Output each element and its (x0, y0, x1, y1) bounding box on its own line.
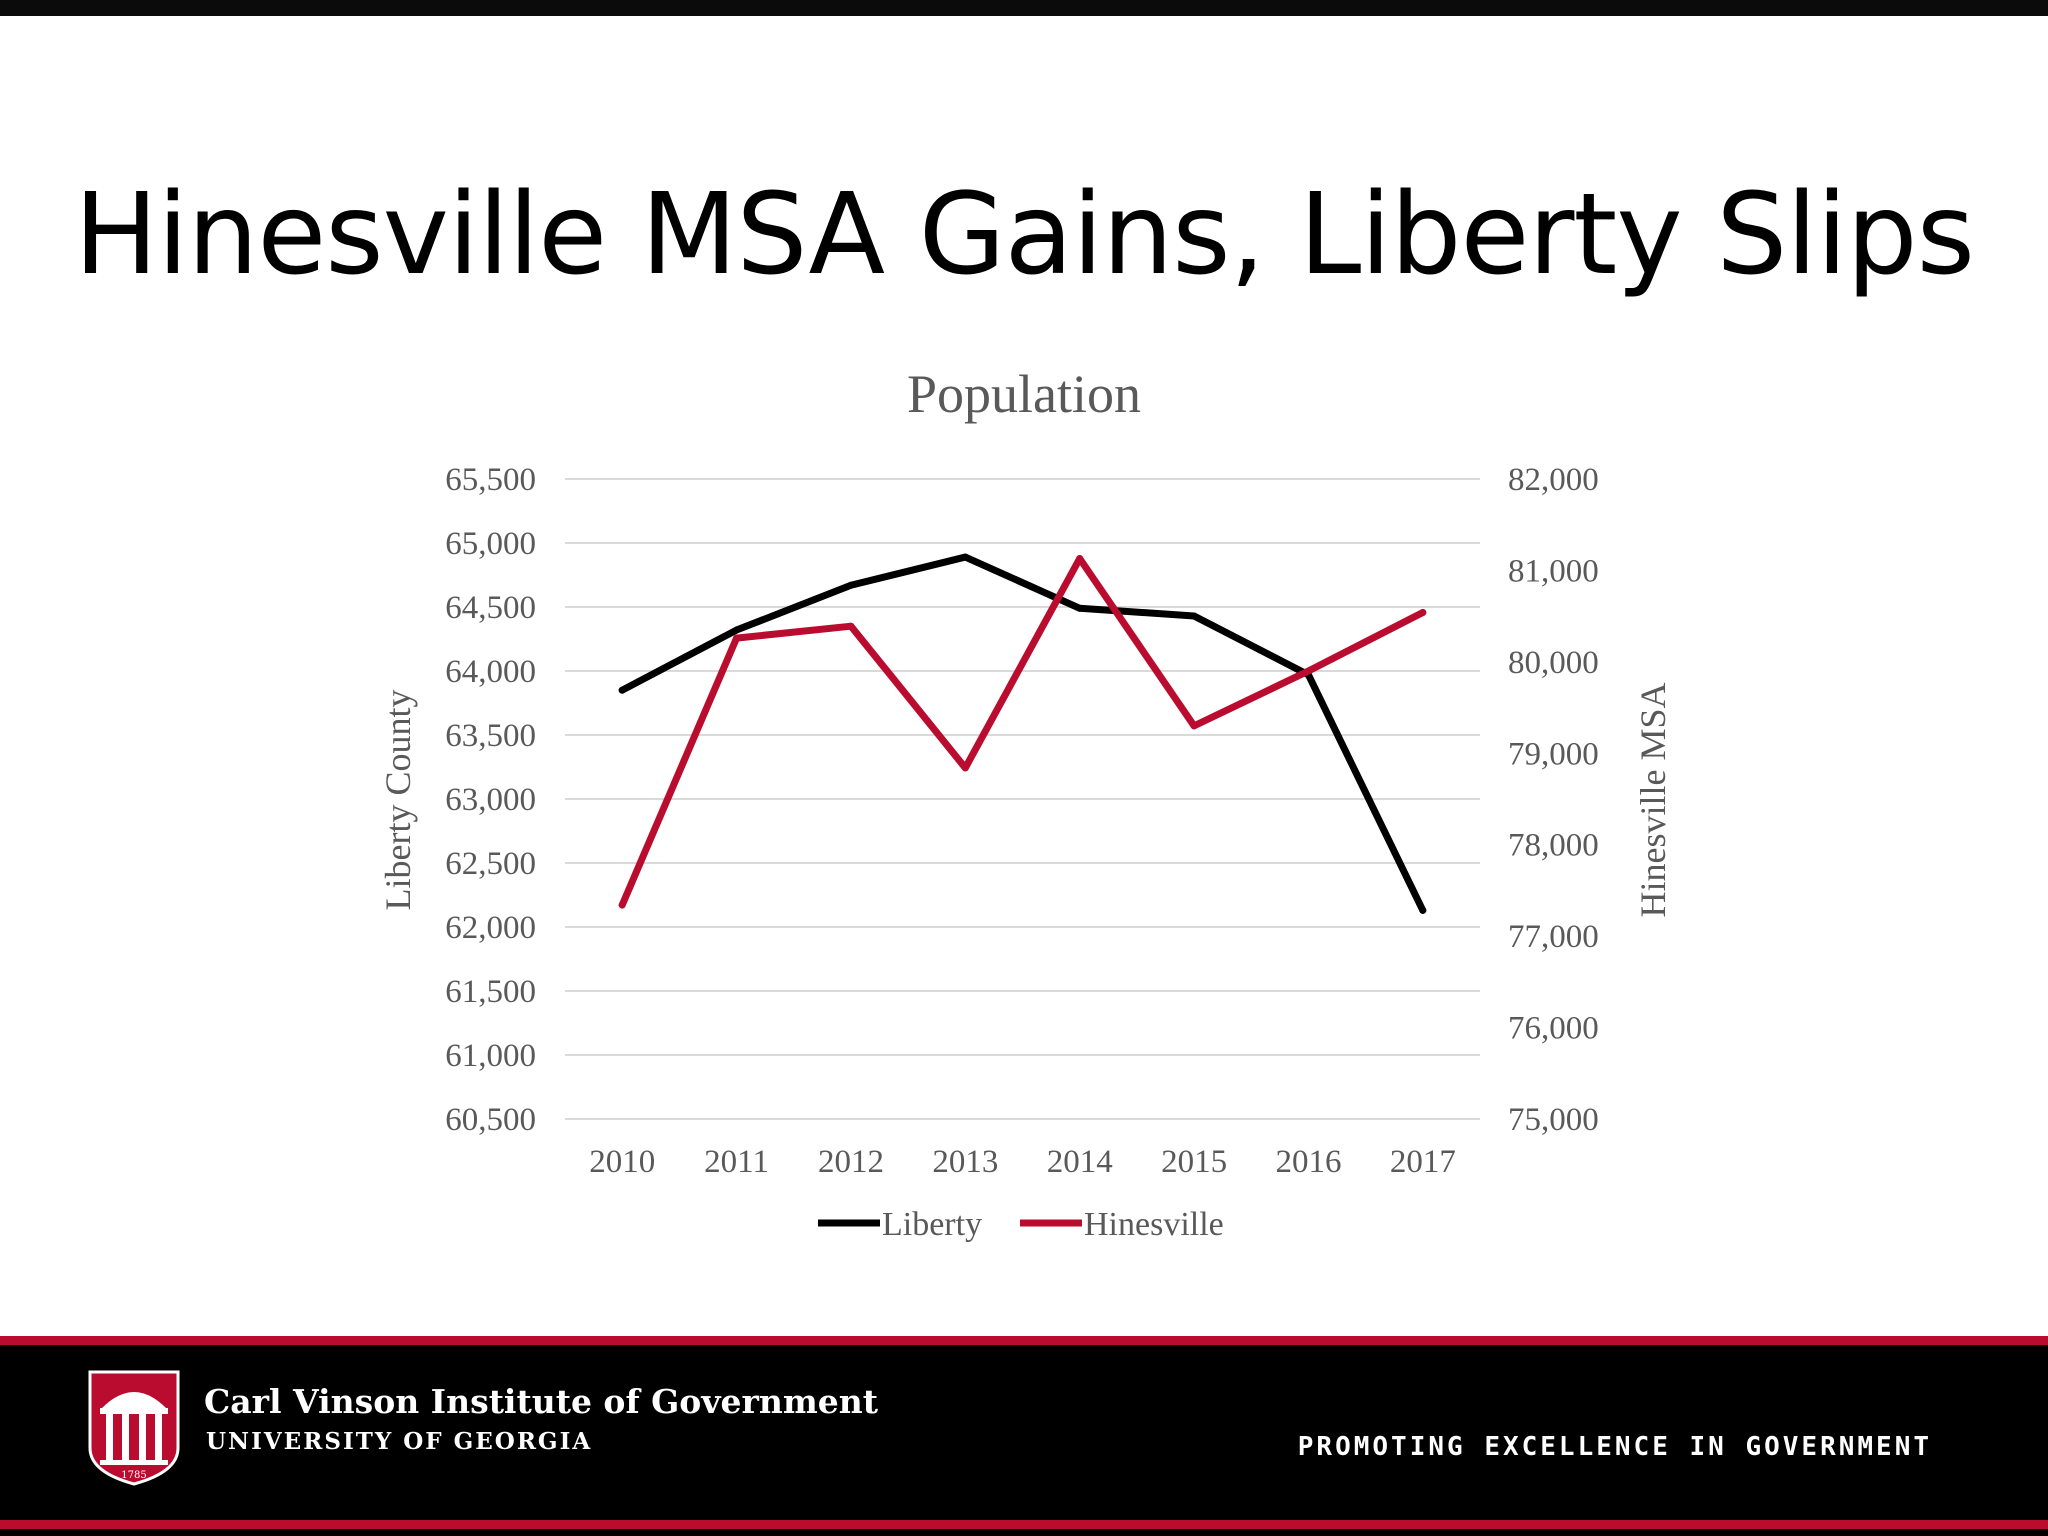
left-tick-label: 61,000 (445, 1038, 536, 1074)
data-point-hinesville (1076, 555, 1084, 563)
footer-accent-rule (0, 1336, 2048, 1345)
legend-label-hinesville: Hinesville (1084, 1206, 1224, 1243)
x-axis-ticks: 2010 2011 2012 2013 2014 2015 2016 2017 (589, 1144, 1456, 1180)
data-point-liberty (847, 581, 855, 589)
x-tick-label: 2014 (1047, 1144, 1113, 1180)
org-subtitle: UNIVERSITY OF GEORGIA (206, 1428, 593, 1455)
org-name: Carl Vinson Institute of Government (204, 1382, 879, 1421)
legend-label-liberty: Liberty (882, 1206, 982, 1243)
right-tick-label: 75,000 (1508, 1102, 1599, 1138)
left-axis-ticks: 60,500 61,000 61,500 62,000 62,500 63,000 63,5… (445, 462, 536, 1138)
right-tick-label: 76,000 (1508, 1011, 1599, 1047)
series-line-liberty (618, 553, 1427, 914)
right-tick-label: 81,000 (1508, 553, 1599, 589)
left-tick-label: 65,500 (445, 462, 536, 498)
left-tick-label: 64,000 (445, 654, 536, 690)
x-tick-label: 2012 (818, 1144, 884, 1180)
data-point-liberty (1076, 604, 1084, 612)
data-point-liberty (733, 626, 741, 634)
right-axis-ticks: 75,000 76,000 77,000 78,000 79,000 80,000 81,0… (1508, 462, 1599, 1138)
series-lines (618, 553, 1427, 914)
right-tick-label: 78,000 (1508, 828, 1599, 864)
data-point-hinesville (1419, 608, 1427, 616)
x-tick-label: 2011 (704, 1144, 769, 1180)
left-tick-label: 60,500 (445, 1102, 536, 1138)
x-tick-label: 2013 (932, 1144, 998, 1180)
x-tick-label: 2010 (589, 1144, 655, 1180)
footer: 1785 Carl Vinson Institute of Government… (0, 1336, 2048, 1536)
data-point-liberty (961, 553, 969, 561)
left-tick-label: 63,500 (445, 718, 536, 754)
x-tick-label: 2015 (1161, 1144, 1227, 1180)
data-point-hinesville (1190, 722, 1198, 730)
left-tick-label: 61,500 (445, 974, 536, 1010)
left-tick-label: 64,500 (445, 590, 536, 626)
right-axis-title: Hinesville MSA (1633, 682, 1673, 917)
right-tick-label: 77,000 (1508, 919, 1599, 955)
left-axis-title: Liberty County (378, 690, 418, 911)
chart-title: Population (907, 364, 1141, 424)
legend: Liberty Hinesville (818, 1206, 1224, 1243)
data-point-hinesville (1304, 667, 1312, 675)
tagline: PROMOTING EXCELLENCE IN GOVERNMENT (1297, 1432, 1932, 1462)
data-point-hinesville (618, 901, 626, 909)
slide-title: Hinesville MSA Gains, Liberty Slips (74, 170, 1975, 300)
left-tick-label: 63,000 (445, 782, 536, 818)
right-tick-label: 82,000 (1508, 462, 1599, 498)
svg-text:1785: 1785 (121, 1470, 146, 1481)
x-tick-label: 2017 (1390, 1144, 1456, 1180)
right-tick-label: 79,000 (1508, 736, 1599, 772)
data-point-hinesville (733, 634, 741, 642)
footer-bottom-rule (0, 1520, 2048, 1529)
uga-arch-logo: 1785 (88, 1370, 180, 1486)
data-point-liberty (1419, 906, 1427, 914)
left-tick-label: 65,000 (445, 526, 536, 562)
left-tick-label: 62,500 (445, 846, 536, 882)
left-tick-label: 62,000 (445, 910, 536, 946)
data-point-liberty (1190, 612, 1198, 620)
gridlines (565, 478, 1480, 1120)
x-tick-label: 2016 (1275, 1144, 1341, 1180)
population-chart: Population 60,500 61,000 61,500 62,000 62,50… (378, 364, 1673, 1243)
top-bar (0, 0, 2048, 16)
right-tick-label: 80,000 (1508, 645, 1599, 681)
data-point-hinesville (961, 764, 969, 772)
data-point-hinesville (847, 622, 855, 630)
series-line-hinesville (618, 555, 1427, 909)
data-point-liberty (618, 686, 626, 694)
